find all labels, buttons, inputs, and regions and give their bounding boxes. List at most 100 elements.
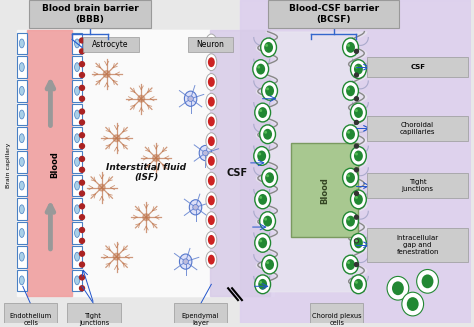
Bar [72, 246, 82, 267]
Ellipse shape [258, 279, 267, 290]
FancyBboxPatch shape [174, 303, 227, 327]
Ellipse shape [206, 54, 217, 71]
Ellipse shape [265, 259, 274, 270]
Bar [17, 222, 27, 244]
Ellipse shape [417, 269, 438, 293]
Ellipse shape [266, 174, 269, 177]
Ellipse shape [354, 107, 363, 118]
Ellipse shape [19, 39, 24, 48]
Ellipse shape [206, 113, 217, 130]
Bar [72, 33, 82, 54]
Ellipse shape [206, 133, 217, 149]
Ellipse shape [343, 168, 358, 187]
Circle shape [355, 97, 358, 101]
Circle shape [355, 192, 358, 196]
Ellipse shape [262, 255, 277, 274]
Bar [72, 104, 82, 125]
FancyBboxPatch shape [268, 0, 400, 28]
Ellipse shape [260, 212, 275, 231]
Ellipse shape [74, 181, 80, 190]
Ellipse shape [74, 229, 80, 237]
Circle shape [80, 96, 84, 101]
Text: Tight
junctions: Tight junctions [401, 179, 434, 192]
FancyBboxPatch shape [4, 303, 57, 327]
Ellipse shape [355, 196, 358, 199]
Circle shape [80, 286, 84, 291]
Ellipse shape [343, 81, 358, 100]
Ellipse shape [265, 85, 274, 96]
Ellipse shape [206, 93, 217, 110]
Circle shape [183, 259, 189, 264]
Ellipse shape [354, 237, 363, 248]
Ellipse shape [402, 292, 424, 316]
Ellipse shape [206, 172, 217, 189]
Circle shape [355, 49, 358, 53]
Circle shape [138, 95, 145, 102]
Circle shape [99, 184, 105, 191]
Circle shape [80, 167, 84, 172]
Ellipse shape [265, 44, 268, 47]
Ellipse shape [208, 235, 215, 245]
Bar [72, 151, 82, 173]
Ellipse shape [265, 172, 274, 183]
Ellipse shape [259, 281, 262, 284]
FancyBboxPatch shape [188, 37, 233, 52]
Ellipse shape [74, 110, 80, 119]
Ellipse shape [74, 205, 80, 214]
Bar [72, 80, 82, 102]
Ellipse shape [208, 97, 215, 107]
Bar [72, 127, 82, 149]
Ellipse shape [206, 232, 217, 248]
Circle shape [188, 96, 193, 101]
Text: Blood: Blood [320, 177, 329, 204]
FancyBboxPatch shape [367, 115, 468, 141]
Ellipse shape [180, 254, 192, 269]
Bar [17, 151, 27, 173]
Ellipse shape [74, 86, 80, 95]
Bar [17, 198, 27, 220]
Bar [72, 175, 82, 197]
FancyBboxPatch shape [310, 303, 364, 327]
Ellipse shape [206, 192, 217, 209]
Circle shape [80, 144, 84, 148]
Ellipse shape [343, 255, 358, 274]
Circle shape [80, 85, 84, 90]
Text: CSF: CSF [410, 64, 425, 70]
Ellipse shape [19, 158, 24, 166]
Circle shape [113, 253, 120, 260]
Ellipse shape [257, 150, 266, 162]
Ellipse shape [74, 134, 80, 143]
Ellipse shape [208, 156, 215, 166]
Ellipse shape [74, 39, 80, 48]
Text: Intracellular
gap and
fenestration: Intracellular gap and fenestration [396, 235, 439, 255]
Ellipse shape [74, 63, 80, 72]
Ellipse shape [208, 38, 215, 47]
Circle shape [355, 73, 358, 77]
Circle shape [80, 238, 84, 243]
Ellipse shape [263, 129, 272, 140]
Ellipse shape [189, 200, 202, 215]
Ellipse shape [184, 91, 197, 106]
Circle shape [193, 205, 198, 210]
Ellipse shape [253, 60, 269, 78]
Circle shape [80, 120, 84, 125]
Ellipse shape [355, 66, 358, 69]
Ellipse shape [255, 275, 271, 294]
Ellipse shape [347, 218, 350, 221]
Circle shape [355, 120, 358, 124]
Ellipse shape [208, 57, 215, 67]
Circle shape [103, 71, 110, 77]
Bar [72, 56, 82, 78]
Ellipse shape [256, 64, 265, 75]
Ellipse shape [264, 42, 273, 53]
Text: Choroidal
capillaries: Choroidal capillaries [400, 122, 436, 135]
FancyBboxPatch shape [367, 173, 468, 198]
Ellipse shape [19, 276, 24, 285]
Ellipse shape [351, 60, 366, 78]
FancyBboxPatch shape [29, 0, 151, 28]
Ellipse shape [19, 134, 24, 143]
Ellipse shape [346, 259, 355, 270]
Text: Ependymal
layer: Ependymal layer [182, 313, 219, 326]
Ellipse shape [262, 81, 277, 100]
Text: CSF: CSF [227, 168, 247, 178]
